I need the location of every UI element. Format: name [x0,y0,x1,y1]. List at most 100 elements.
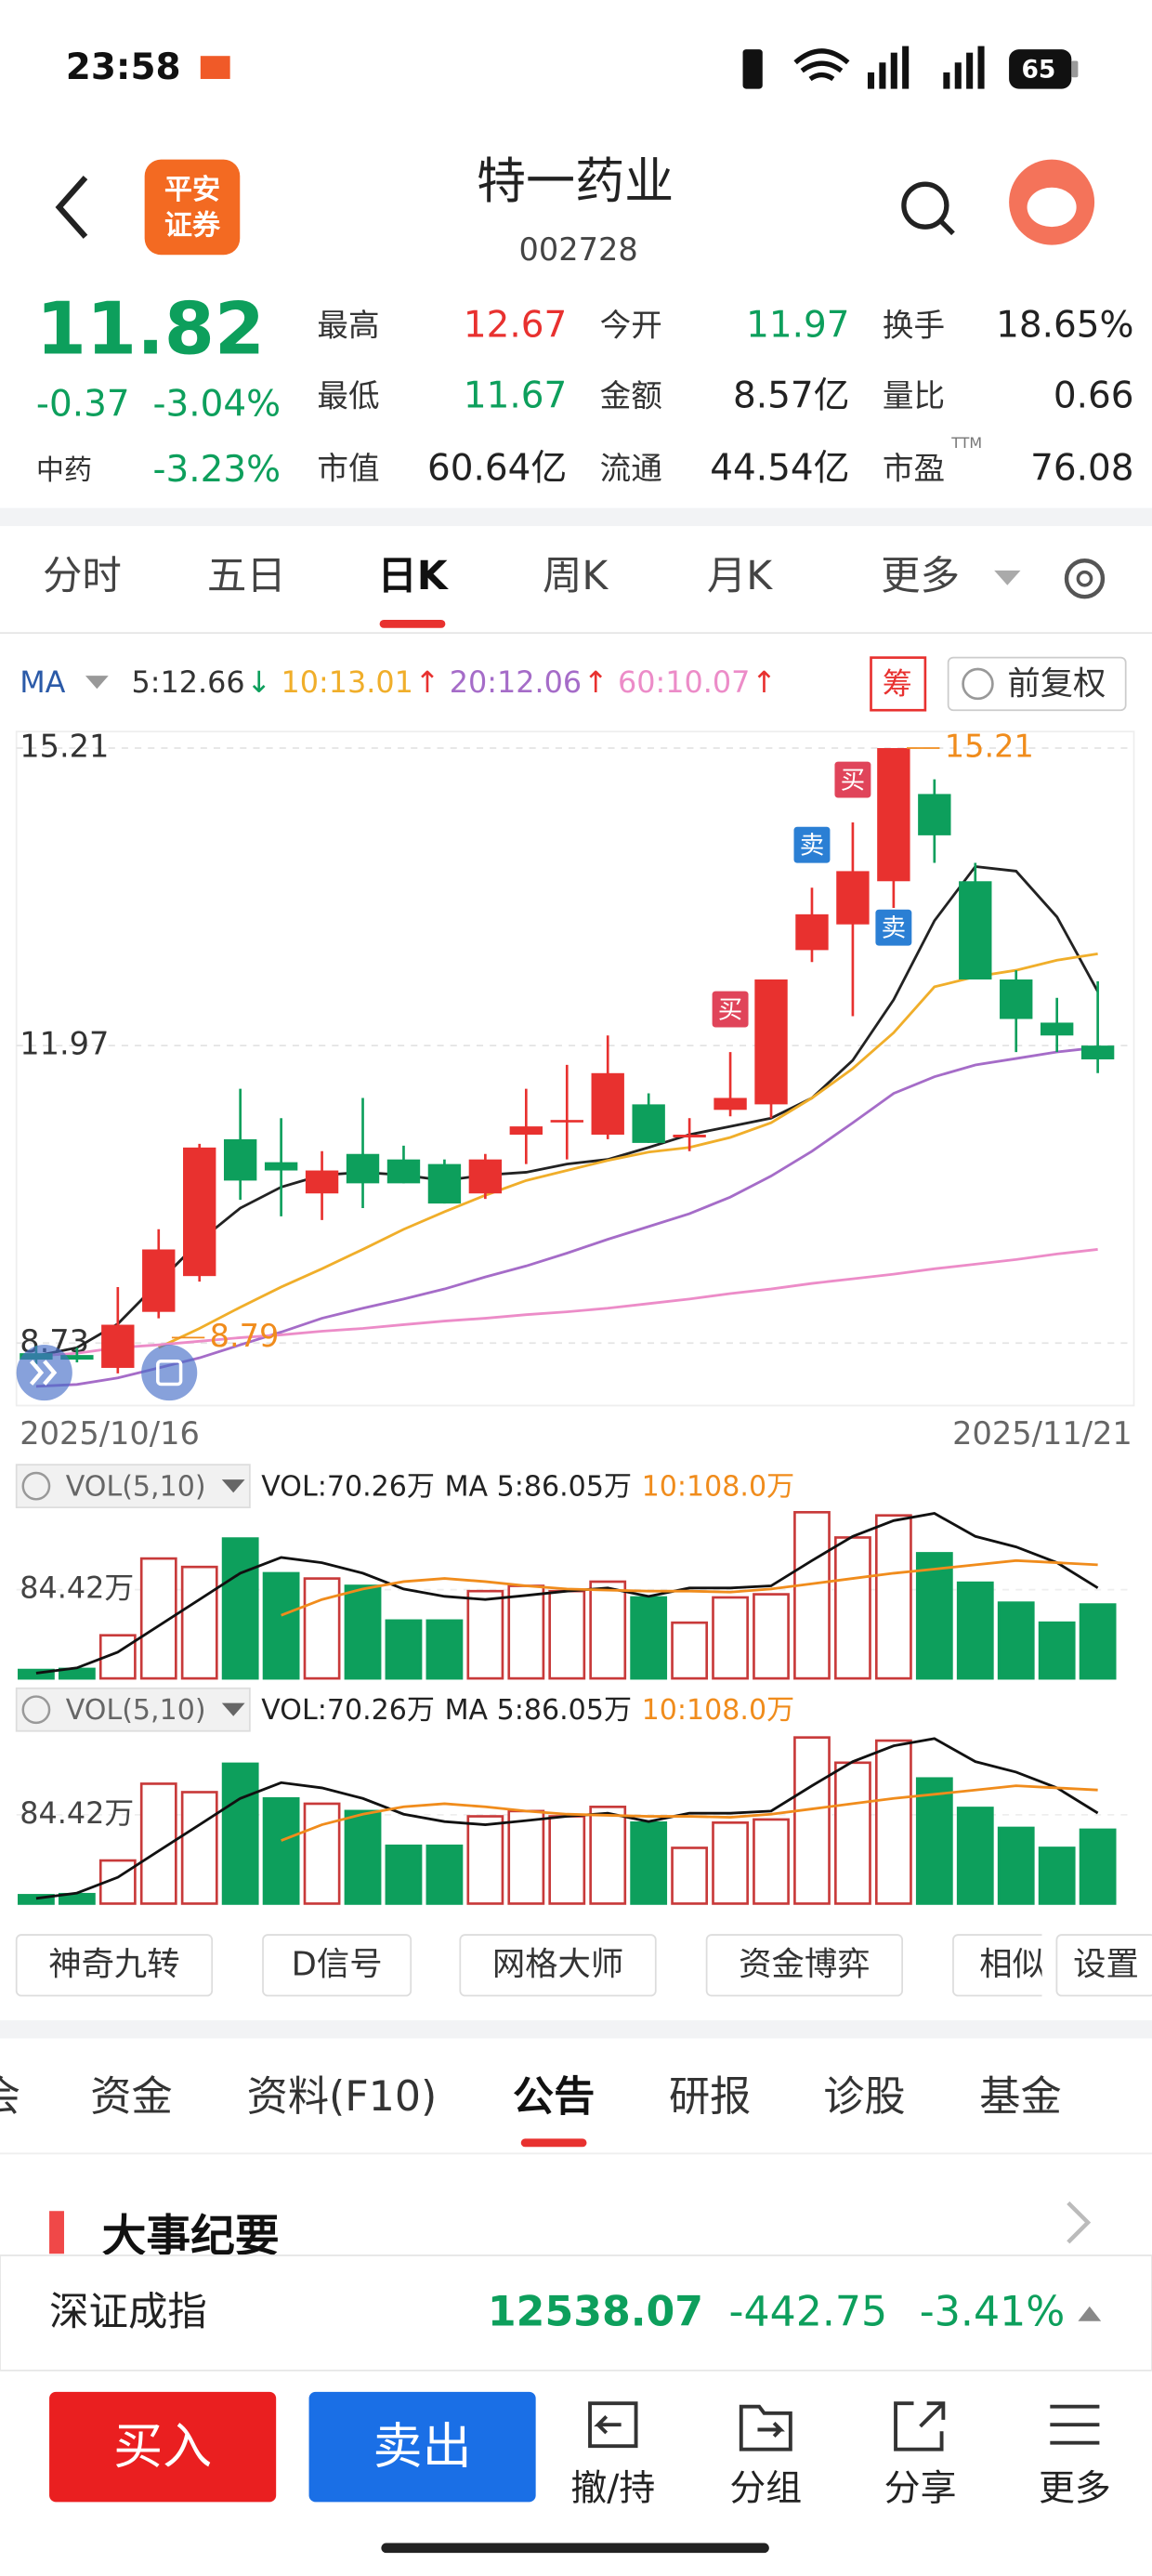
volume-bar [589,1580,627,1680]
wifi-icon [793,48,850,82]
info-tab[interactable]: 资料(F10) [247,2073,438,2121]
tool-button-label[interactable]: 神奇九转 [48,1946,179,1984]
ma-line [35,1045,1098,1388]
ma-legend: 60:10.07 [618,664,750,700]
action-label[interactable]: 撤/持 [570,2467,655,2509]
volume-ma-line [35,1737,1099,1900]
index-bar[interactable] [0,2254,1152,2372]
volume-value: VOL:70.26万 [261,1694,435,1727]
sector-change: -3.23% [153,449,281,491]
ma-dropdown[interactable] [85,676,109,690]
indicator-name[interactable]: VOL(5,10) [66,1694,206,1727]
info-tab[interactable]: 会 [0,2073,20,2121]
tool-button[interactable] [459,1934,657,1997]
y-tick-label: 84.42万 [20,1795,134,1831]
candle-body [877,748,910,882]
tool-button[interactable] [262,1934,412,1997]
stat-value: 11.67 [464,375,567,417]
adjust-button-label[interactable]: 前复权 [1007,665,1106,703]
action-label[interactable]: 更多 [1039,2467,1111,2509]
candle-body [795,913,829,951]
tool-button-label[interactable]: D信号 [292,1946,383,1984]
tool-button-label[interactable]: 资金博弈 [739,1946,870,1984]
adjust-button[interactable] [947,656,1127,712]
volume-bar [753,1593,790,1680]
draw-button[interactable] [141,1345,198,1401]
separator [0,507,1152,527]
chart-tab[interactable]: 更多 [881,554,960,599]
sector-name: 中药 [36,454,92,487]
ma-legend: 5:12.66 [132,664,245,700]
index-expand[interactable] [1078,2306,1102,2321]
volume-bar [425,1844,464,1905]
info-icon [21,1695,51,1725]
stat-label-sup: TTM [950,434,982,452]
info-tab[interactable]: 资金 [90,2073,172,2121]
info-tab[interactable]: 研报 [669,2073,751,2121]
action-label[interactable]: 分组 [729,2467,802,2509]
stat-value: 12.67 [464,305,567,347]
action-label[interactable]: 分享 [884,2467,957,2509]
chart-tab[interactable]: 日K [377,554,449,599]
volume-bar [344,1584,382,1680]
candle-body [754,979,788,1105]
tool-button[interactable] [705,1934,904,1997]
tool-button[interactable] [15,1934,214,1997]
info-tab[interactable]: 诊股 [823,2073,905,2121]
candle-body [346,1153,380,1184]
active-tab-indicator [379,619,446,628]
volume-bar [466,1815,504,1905]
search-button[interactable] [901,181,949,230]
chart-tab[interactable]: 分时 [43,554,122,599]
indicator-selector[interactable] [15,1687,251,1732]
info-tab[interactable]: 基金 [979,2073,1061,2121]
back-button[interactable] [55,176,88,239]
stat-value: 11.97 [746,305,849,347]
ma-legend: 20:12.06 [450,664,582,700]
section-chevron[interactable] [1067,2201,1092,2244]
volume-bar [753,1818,790,1905]
volume-ma-line [35,1512,1099,1675]
stat-label: 市盈 [883,450,945,486]
tool-scroll-fade [1041,1931,1055,2000]
action-icon [894,2401,946,2451]
volume-bar [793,1736,831,1905]
info-tab[interactable]: 公告 [513,2073,595,2121]
volume-bar [425,1619,464,1680]
signal-bar [943,72,950,89]
candle-body [550,1120,583,1123]
candle-body [836,871,870,925]
max-price-label: 15.21 [945,729,1034,765]
chip-button[interactable] [870,656,927,712]
sell-button[interactable] [308,2391,536,2503]
indicator-selector[interactable] [15,1464,251,1509]
sell-button-label[interactable]: 卖出 [373,2417,472,2475]
info-icon [962,667,994,701]
chart-tab[interactable]: 五日 [207,554,286,599]
volume-bar [344,1809,382,1905]
volume-bar [956,1581,994,1680]
indicator-name[interactable]: VOL(5,10) [66,1470,206,1503]
collapse-button[interactable] [16,1345,72,1401]
trade-signal [834,761,871,798]
tool-button-label[interactable]: 相似 [979,1946,1045,1984]
candle-body [591,1072,624,1135]
volume-bar [712,1820,749,1905]
tool-button-label[interactable]: 网格大师 [492,1946,623,1984]
chart-tab[interactable]: 月K [707,554,773,599]
logo-text: 证券 [164,210,221,243]
tool-button-label[interactable]: 设置 [1073,1946,1139,1984]
tool-button[interactable] [1055,1934,1152,1997]
buy-button-label[interactable]: 买入 [113,2417,212,2475]
settings-button[interactable] [1064,559,1106,599]
volume-bar [507,1584,545,1680]
candle-body [60,1355,94,1360]
volume-bar [385,1619,423,1680]
stat-label: 最高 [317,308,379,344]
chart-tab[interactable]: 周K [543,554,609,599]
chip-button-label[interactable]: 筹 [883,666,912,702]
candle-body [918,794,951,835]
buy-button[interactable] [49,2391,277,2503]
stat-value: 8.57亿 [733,375,850,417]
volume-ma-line [281,1558,1098,1617]
